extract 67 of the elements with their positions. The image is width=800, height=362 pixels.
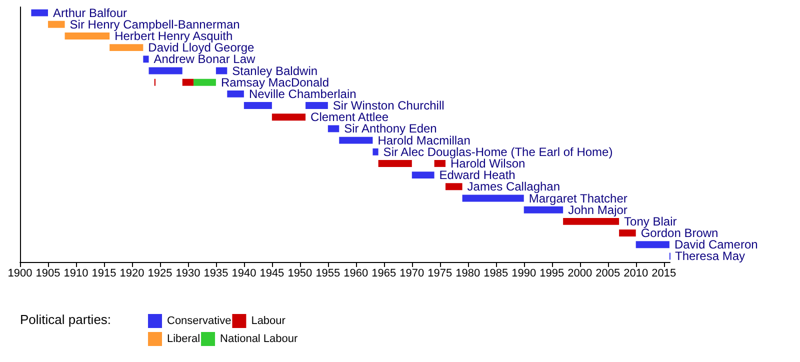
x-tick-label: 1975 xyxy=(428,268,452,280)
bar xyxy=(110,44,144,52)
x-tick-label: 1925 xyxy=(148,268,172,280)
x-tick-label: 2010 xyxy=(624,268,648,280)
bar xyxy=(143,56,149,63)
y-tick-label: David Cameron xyxy=(674,238,758,252)
y-tick-label: Edward Heath xyxy=(439,168,516,182)
bar xyxy=(619,230,636,236)
y-tick-label: John Major xyxy=(568,202,628,217)
bar xyxy=(412,172,434,179)
bar xyxy=(339,136,373,144)
bar xyxy=(194,78,216,86)
bar xyxy=(462,194,524,202)
legend-title: Political parties: xyxy=(20,312,112,327)
x-tick-label: 2005 xyxy=(596,268,620,280)
bar xyxy=(636,241,670,248)
bar xyxy=(182,78,194,86)
x-tick-label: 1910 xyxy=(64,268,88,280)
bar xyxy=(563,218,620,225)
x-tick-label: 1965 xyxy=(372,268,396,280)
x-tick-label: 1940 xyxy=(232,268,256,280)
bar xyxy=(524,206,564,214)
x-tick-label: 1985 xyxy=(484,268,508,280)
y-tick-label: Sir Winston Churchill xyxy=(332,98,444,113)
bar xyxy=(372,148,378,156)
bar xyxy=(445,183,462,190)
x-tick-label: 1970 xyxy=(400,268,424,280)
y-tick-label: Clement Attlee xyxy=(310,110,389,124)
legend-label: National Labour xyxy=(220,333,298,345)
bar xyxy=(306,102,328,109)
y-tick-label: Sir Anthony Eden xyxy=(344,122,437,136)
x-tick-label: 2000 xyxy=(568,268,592,280)
y-tick-label: Sir Alec Douglas-Home (The Earl of Home) xyxy=(383,144,613,159)
x-tick-label: 1960 xyxy=(344,268,368,280)
x-tick-label: 1995 xyxy=(540,268,564,280)
legend-label: Labour xyxy=(251,315,286,327)
x-tick-label: 1905 xyxy=(36,268,60,280)
bar xyxy=(434,160,446,167)
x-tick-label: 1930 xyxy=(176,268,200,280)
bar xyxy=(328,125,340,132)
y-tick-label: Arthur Balfour xyxy=(52,6,128,20)
bar xyxy=(216,67,228,74)
bar xyxy=(227,90,244,98)
x-tick-label: 1935 xyxy=(204,268,228,280)
x-tick-label: 1945 xyxy=(260,268,284,280)
x-tick-label: 1920 xyxy=(120,268,144,280)
y-tick-label: Stanley Baldwin xyxy=(232,64,318,78)
x-tick-label: 2015 xyxy=(652,268,676,280)
bar xyxy=(48,20,65,28)
y-tick-label: Tony Blair xyxy=(624,214,677,228)
y-tick-label: Sir Henry Campbell-Bannerman xyxy=(70,17,240,32)
bar xyxy=(244,102,272,109)
bar xyxy=(272,114,306,121)
bar xyxy=(148,67,182,74)
y-tick-label: Theresa May xyxy=(675,249,746,264)
x-tick-label: 1990 xyxy=(512,268,536,280)
y-tick-label: James Callaghan xyxy=(467,180,560,194)
x-tick-label: 1915 xyxy=(92,268,116,280)
x-tick-label: 1900 xyxy=(8,268,32,280)
x-tick-label: 1950 xyxy=(288,268,312,280)
x-tick-label: 1980 xyxy=(456,268,480,280)
legend-label: Conservative xyxy=(167,315,232,327)
x-tick-label: 1955 xyxy=(316,268,340,280)
bar xyxy=(31,9,48,16)
bar xyxy=(378,160,412,167)
bar xyxy=(64,32,110,40)
legend-label: Liberal xyxy=(167,333,200,345)
